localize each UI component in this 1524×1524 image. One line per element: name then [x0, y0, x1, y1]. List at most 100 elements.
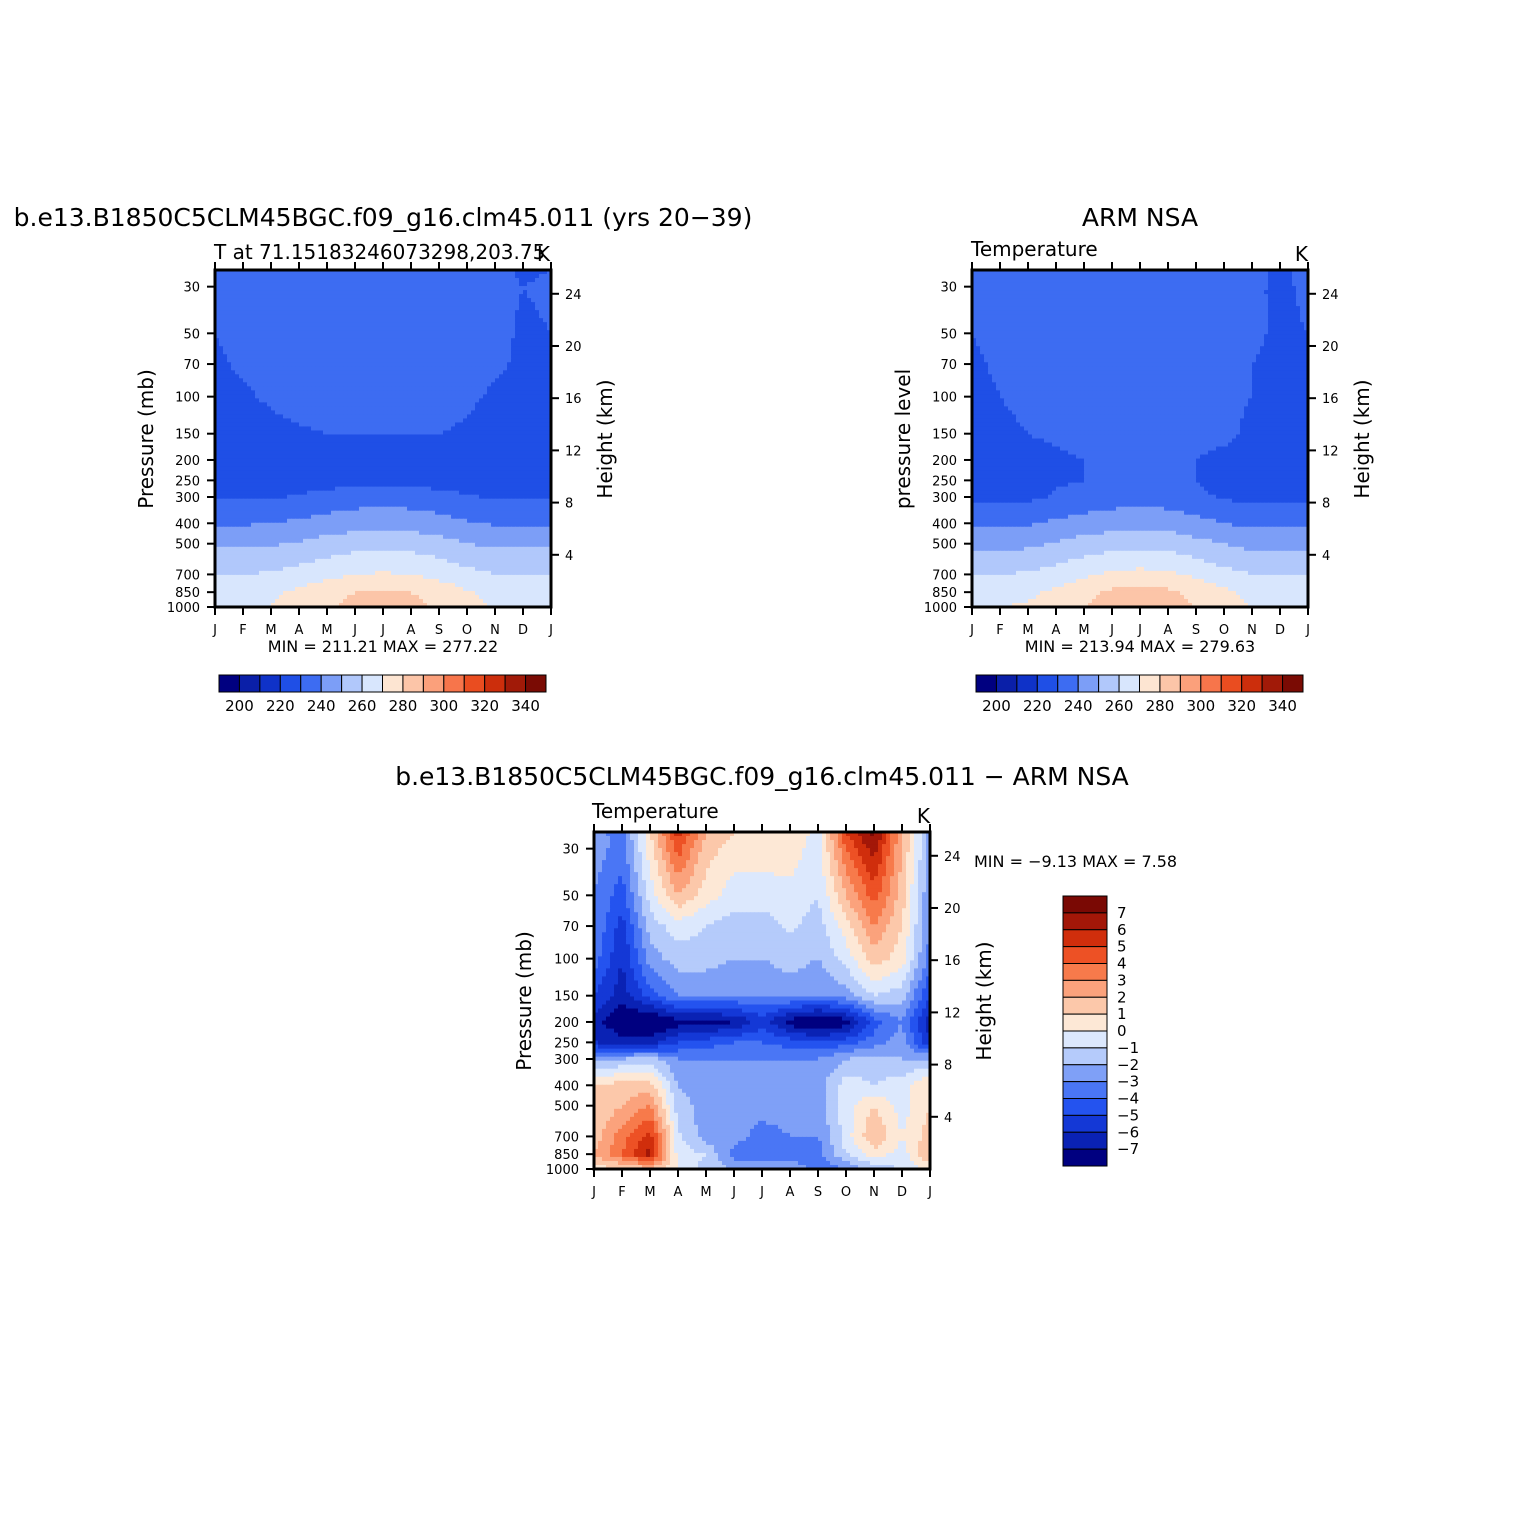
contour-cell	[519, 491, 524, 496]
contour-cell	[243, 358, 248, 363]
contour-cell	[407, 422, 412, 427]
contour-cell	[223, 422, 228, 427]
contour-cell	[543, 479, 548, 484]
contour-cell	[507, 463, 512, 468]
contour-cell	[315, 451, 320, 456]
contour-cell	[479, 354, 484, 359]
contour-cell	[383, 430, 388, 435]
contour-cell	[263, 330, 268, 335]
contour-cell	[291, 451, 296, 456]
contour-cell	[275, 386, 280, 391]
contour-cell	[387, 483, 392, 488]
contour-cell	[479, 314, 484, 319]
contour-cell	[411, 302, 416, 307]
contour-cell	[251, 334, 256, 339]
contour-cell	[531, 374, 536, 379]
contour-cell	[259, 398, 264, 403]
contour-cell	[415, 370, 420, 375]
contour-cell	[287, 358, 292, 363]
contour-cell	[419, 370, 424, 375]
contour-cell	[387, 370, 392, 375]
contour-cell	[231, 318, 236, 323]
contour-cell	[243, 366, 248, 371]
contour-cell	[535, 471, 540, 476]
contour-cell	[247, 306, 252, 311]
contour-cell	[295, 406, 300, 411]
contour-cell	[527, 426, 532, 431]
contour-cell	[259, 418, 264, 423]
contour-cell	[315, 439, 320, 444]
contour-cell	[239, 290, 244, 295]
contour-cell	[503, 330, 508, 335]
contour-cell	[403, 334, 408, 339]
contour-cell	[331, 439, 336, 444]
contour-cell	[423, 402, 428, 407]
contour-cell	[355, 443, 360, 448]
contour-cell	[291, 410, 296, 415]
contour-cell	[379, 334, 384, 339]
contour-cell	[427, 342, 432, 347]
contour-cell	[271, 394, 276, 399]
contour-cell	[391, 467, 396, 472]
contour-cell	[299, 330, 304, 335]
contour-cell	[423, 418, 428, 423]
contour-cell	[287, 314, 292, 319]
contour-cell	[527, 475, 532, 480]
contour-cell	[419, 503, 424, 508]
contour-cell	[455, 314, 460, 319]
contour-cell	[379, 443, 384, 448]
contour-cell	[319, 334, 324, 339]
contour-cell	[259, 483, 264, 488]
contour-cell	[319, 455, 324, 460]
contour-cell	[263, 318, 268, 323]
contour-cell	[415, 282, 420, 287]
contour-cell	[511, 298, 516, 303]
contour-cell	[283, 451, 288, 456]
contour-cell	[267, 422, 272, 427]
contour-cell	[455, 495, 460, 500]
contour-cell	[315, 282, 320, 287]
contour-cell	[239, 487, 244, 492]
contour-cell	[379, 491, 384, 496]
contour-cell	[459, 483, 464, 488]
contour-cell	[271, 471, 276, 476]
contour-cell	[303, 487, 308, 492]
contour-cell	[247, 298, 252, 303]
contour-cell	[239, 507, 244, 512]
contour-cell	[239, 467, 244, 472]
contour-cell	[479, 439, 484, 444]
contour-cell	[515, 390, 520, 395]
contour-cell	[531, 463, 536, 468]
contour-cell	[367, 278, 372, 283]
contour-cell	[395, 298, 400, 303]
contour-cell	[351, 302, 356, 307]
contour-cell	[283, 362, 288, 367]
contour-cell	[239, 382, 244, 387]
contour-cell	[367, 455, 372, 460]
contour-cell	[515, 290, 520, 295]
contour-cell	[455, 467, 460, 472]
contour-cell	[499, 414, 504, 419]
contour-cell	[327, 483, 332, 488]
contour-cell	[539, 479, 544, 484]
contour-cell	[331, 318, 336, 323]
contour-cell	[311, 418, 316, 423]
contour-cell	[279, 503, 284, 508]
contour-cell	[543, 354, 548, 359]
contour-cell	[419, 366, 424, 371]
contour-cell	[487, 294, 492, 299]
contour-cell	[423, 290, 428, 295]
contour-cell	[235, 410, 240, 415]
contour-cell	[351, 398, 356, 403]
contour-cell	[363, 439, 368, 444]
contour-cell	[327, 378, 332, 383]
contour-cell	[227, 394, 232, 399]
contour-cell	[423, 414, 428, 419]
contour-cell	[463, 451, 468, 456]
contour-cell	[375, 451, 380, 456]
contour-cell	[439, 382, 444, 387]
contour-cell	[311, 322, 316, 327]
contour-cell	[323, 382, 328, 387]
contour-cell	[479, 430, 484, 435]
contour-cell	[335, 459, 340, 464]
